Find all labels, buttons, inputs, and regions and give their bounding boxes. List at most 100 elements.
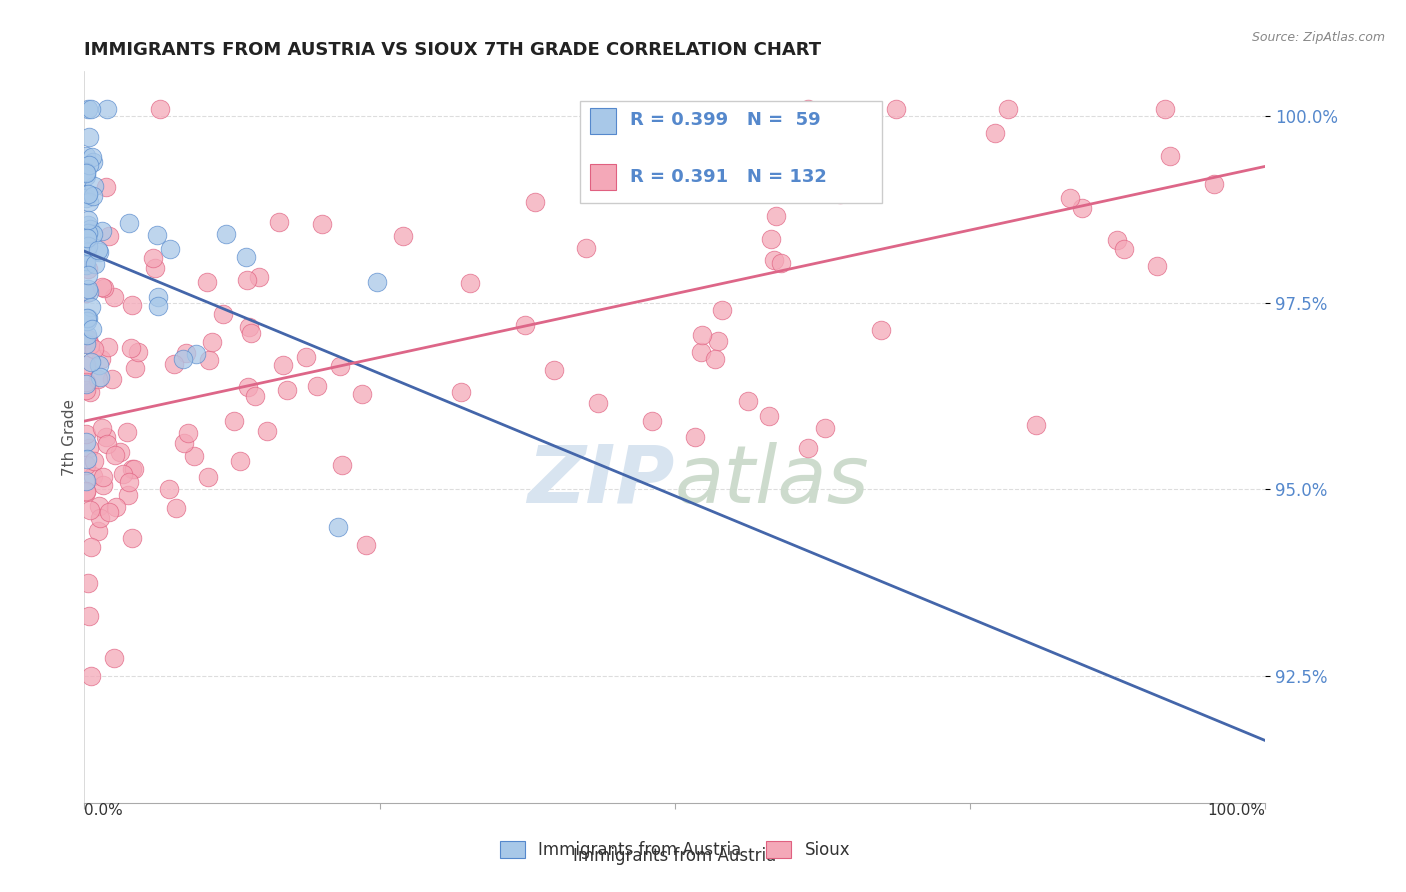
Point <box>184 347 207 361</box>
Point <box>79 355 101 369</box>
Point <box>90 279 112 293</box>
Point <box>142 252 165 266</box>
Point <box>183 449 205 463</box>
Point <box>710 303 733 318</box>
Point <box>75 376 97 390</box>
Point <box>118 216 141 230</box>
Point <box>1070 202 1092 216</box>
Point <box>271 358 294 372</box>
Point <box>201 335 224 350</box>
Point <box>83 454 105 468</box>
Point <box>77 282 100 296</box>
Point <box>103 290 125 304</box>
Point <box>79 384 101 399</box>
Point <box>89 511 111 525</box>
Point <box>124 361 146 376</box>
Point <box>176 425 198 440</box>
FancyBboxPatch shape <box>591 108 616 134</box>
Point <box>796 142 818 156</box>
Point <box>77 194 100 209</box>
Point <box>77 102 100 116</box>
Point <box>267 215 290 229</box>
Point <box>76 245 98 260</box>
Point <box>84 257 107 271</box>
Point <box>524 195 547 210</box>
Y-axis label: 7th Grade: 7th Grade <box>62 399 77 475</box>
Point <box>76 186 98 201</box>
Point <box>814 421 837 435</box>
Point <box>79 338 101 352</box>
Point <box>105 500 128 514</box>
Point <box>75 337 97 351</box>
Text: ZIP: ZIP <box>527 442 675 520</box>
Point <box>91 224 114 238</box>
Point <box>75 166 97 180</box>
Point <box>93 281 115 295</box>
Point <box>758 409 780 423</box>
Point <box>120 341 142 355</box>
Point <box>754 161 776 175</box>
Point <box>89 351 111 366</box>
Point <box>75 474 97 488</box>
Point <box>94 179 117 194</box>
Text: IMMIGRANTS FROM AUSTRIA VS SIOUX 7TH GRADE CORRELATION CHART: IMMIGRANTS FROM AUSTRIA VS SIOUX 7TH GRA… <box>84 41 821 59</box>
Point <box>172 351 194 366</box>
Point <box>148 299 170 313</box>
Point <box>983 127 1005 141</box>
Point <box>146 290 169 304</box>
Point <box>307 378 329 392</box>
Point <box>75 191 97 205</box>
Point <box>762 253 785 268</box>
Point <box>198 352 221 367</box>
FancyBboxPatch shape <box>591 164 616 190</box>
Point <box>94 430 117 444</box>
Point <box>295 350 318 364</box>
Point <box>165 501 187 516</box>
Point <box>761 232 783 246</box>
Point <box>77 239 100 253</box>
Point <box>770 256 793 270</box>
Point <box>115 425 138 440</box>
Point <box>163 357 186 371</box>
Point <box>76 314 98 328</box>
Point <box>77 268 100 283</box>
Point <box>1153 102 1175 116</box>
Point <box>1202 177 1225 191</box>
Point <box>785 169 807 184</box>
Point <box>79 129 101 144</box>
Point <box>80 102 103 116</box>
Point <box>83 179 105 194</box>
Point <box>356 538 378 552</box>
Point <box>157 482 180 496</box>
Point <box>149 102 172 116</box>
Point <box>76 186 98 201</box>
Point <box>75 164 97 178</box>
Point <box>146 228 169 243</box>
Point <box>77 218 100 232</box>
Legend: Immigrants from Austria, Sioux: Immigrants from Austria, Sioux <box>491 833 859 868</box>
Point <box>690 328 713 343</box>
Point <box>256 424 278 438</box>
Point <box>247 269 270 284</box>
Point <box>79 222 101 236</box>
Point <box>765 210 787 224</box>
Point <box>603 141 626 155</box>
Point <box>91 421 114 435</box>
Point <box>96 436 118 450</box>
Point <box>76 262 98 277</box>
Point <box>118 475 141 489</box>
Point <box>884 102 907 116</box>
Point <box>121 462 143 476</box>
Point <box>543 363 565 377</box>
Point <box>76 231 98 245</box>
Point <box>75 483 97 498</box>
Point <box>91 470 114 484</box>
Point <box>173 435 195 450</box>
Point <box>330 458 353 473</box>
Point <box>87 499 110 513</box>
Point <box>75 458 97 472</box>
Point <box>1107 233 1129 247</box>
FancyBboxPatch shape <box>581 101 882 203</box>
Point <box>75 149 97 163</box>
Point <box>235 273 257 287</box>
